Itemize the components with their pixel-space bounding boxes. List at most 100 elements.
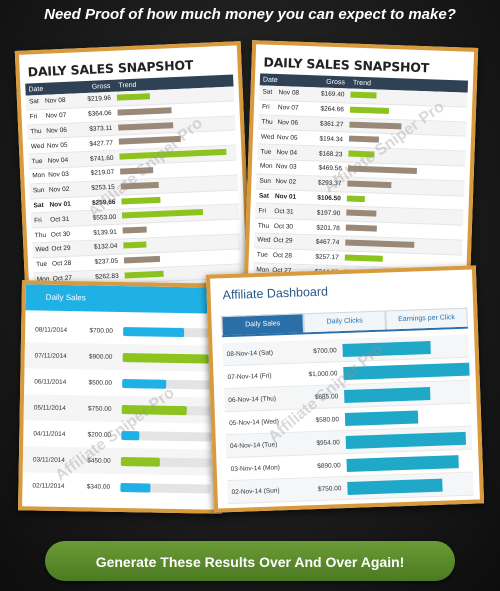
row-day: Tue [260,148,272,156]
row-date: 06-Nov-14 (Thu) [228,394,277,404]
progress-track [120,482,211,494]
trend-bar [345,224,377,232]
bar-fill [344,409,419,426]
row-amount: $750.00 [317,484,342,493]
daily-sales-rows: 08/11/2014 $700.00 07/11/2014 $900.00 06/11/… [22,316,221,501]
bar-fill [344,386,431,403]
list-item: 06/11/2014 $500.00 [24,368,220,397]
row-gross: $139.91 [93,228,117,237]
progress-track [121,430,212,442]
row-date: 03-Nov-14 (Mon) [230,463,280,473]
trend-bar [350,91,377,99]
list-item: 07/11/2014 $900.00 [24,342,221,372]
row-date: Oct 29 [51,245,71,253]
header-trend: Trend [118,81,137,90]
header-gross: Gross [326,78,346,86]
row-gross: $264.66 [320,105,345,114]
progress-fill [120,482,151,493]
row-date: 07-Nov-14 (Fri) [227,372,272,381]
row-amount: $954.00 [316,438,340,447]
row-amount: $450.00 [87,456,111,465]
dashboard-title: Affiliate Dashboard [222,284,329,303]
row-date: Nov 02 [275,178,297,186]
row-date: Nov 05 [276,133,298,142]
bar-track [343,362,470,380]
row-day: Sat [28,98,39,106]
row-day: Mon [259,162,273,171]
row-day: Sat [262,88,273,97]
list-item: 02/11/2014 $340.00 [22,472,218,501]
snapshot-rows: Sat Nov 08 $219.96 Fri Nov 07 $364.06 Thu Nov 0… [21,86,248,295]
row-gross: $361.27 [319,120,344,129]
trend-bar [347,180,392,188]
row-amount: $200.00 [87,430,112,439]
row-amount: $500.00 [88,378,113,387]
row-date: Nov 05 [46,141,68,150]
snapshot-right-panel: DAILY SALES SNAPSHOT Date Gross Trend Sa… [243,40,479,292]
tab-daily-sales[interactable]: Daily Sales [221,313,304,336]
trend-bar [118,121,174,131]
generate-results-button[interactable]: Generate These Results Over And Over Aga… [45,541,455,581]
bar-track [344,385,470,403]
row-date: Oct 31 [50,215,70,224]
row-amount: $340.00 [86,482,111,491]
headline: Need Proof of how much money you can exp… [44,6,456,23]
progress-track [122,352,213,364]
row-day: Thu [34,231,47,239]
trend-bar [344,254,383,262]
trend-bar [123,255,160,264]
progress-fill [122,352,209,363]
row-date: Nov 07 [45,112,67,120]
trend-bar [117,107,172,116]
row-date: Nov 04 [47,156,69,165]
row-date: Nov 07 [277,104,299,112]
row-day: Tue [256,251,268,259]
row-day: Sun [259,177,272,186]
progress-track [123,326,214,338]
row-date: Nov 02 [48,185,70,194]
header-date: Date [28,85,44,93]
row-gross: $106.50 [317,194,341,203]
row-date: Oct 29 [273,237,293,246]
row-day: Fri [29,113,38,121]
trend-bar [349,121,402,129]
row-date: Nov 06 [277,119,299,127]
row-day: Fri [258,207,267,215]
row-date: Nov 04 [276,148,298,157]
tab-daily-sales[interactable]: Daily Sales [25,284,222,314]
trend-bar [121,209,204,219]
row-amount: $1,000.00 [308,369,338,378]
row-gross: $253.15 [91,183,115,193]
progress-track [122,378,213,390]
row-day: Thu [261,118,273,126]
row-day: Sun [32,187,45,195]
trend-bar [345,239,415,248]
row-day: Tue [31,157,43,165]
row-date: Nov 08 [44,97,66,106]
row-amount: $900.00 [88,352,113,361]
row-amount: $750.00 [87,404,112,413]
row-day: Fri [261,103,270,111]
row-day: Wed [260,133,275,141]
tab-daily-clicks[interactable]: Daily Clicks [303,310,386,333]
tab-earnings-per-click[interactable]: Earnings per Click [385,307,468,330]
row-gross: $469.56 [318,164,342,173]
row-day: Fri [34,216,42,225]
list-item: 04/11/2014 $200.00 [23,420,219,449]
row-date: 04/11/2014 [33,429,66,438]
row-day: Wed [35,246,49,254]
row-date: 03/11/2014 [32,455,66,464]
row-day: Sat [33,201,44,210]
progress-fill [121,404,187,415]
row-day: Wed [30,142,45,151]
row-date: Nov 01 [274,192,297,201]
row-day: Thu [30,127,42,136]
list-item: 08/11/2014 $700.00 [25,316,221,345]
row-date: 02/11/2014 [32,481,65,490]
trend-bar [120,167,154,175]
trend-bar [118,136,181,145]
trend-bar [116,93,151,101]
bar-fill [345,431,466,449]
trend-bar [124,270,165,279]
row-date: 08-Nov-14 (Sat) [226,348,274,358]
